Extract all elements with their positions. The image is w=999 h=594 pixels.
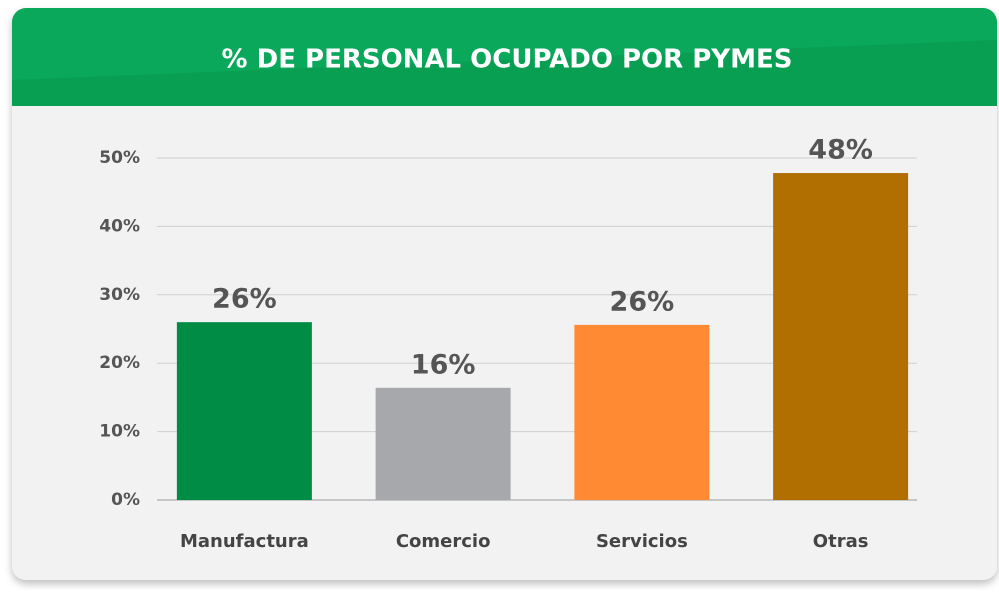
bar bbox=[375, 387, 511, 500]
y-tick-label: 40% bbox=[99, 216, 140, 236]
value-label: 26% bbox=[610, 286, 675, 317]
y-tick-label: 0% bbox=[111, 490, 140, 510]
x-tick-label: Comercio bbox=[396, 531, 491, 552]
bar bbox=[773, 173, 909, 500]
value-label: 48% bbox=[808, 135, 873, 166]
y-tick-label: 10% bbox=[99, 422, 140, 442]
x-tick-label: Manufactura bbox=[180, 531, 309, 552]
value-label: 16% bbox=[411, 349, 476, 380]
chart-title: % DE PERSONAL OCUPADO POR PYMES bbox=[222, 45, 793, 75]
y-tick-label: 20% bbox=[99, 353, 140, 373]
y-tick-label: 50% bbox=[99, 148, 140, 168]
value-label: 26% bbox=[212, 284, 277, 315]
y-tick-label: 30% bbox=[99, 285, 140, 305]
x-tick-label: Otras bbox=[813, 531, 869, 552]
bar bbox=[176, 322, 312, 500]
x-tick-label: Servicios bbox=[596, 531, 688, 552]
bar bbox=[574, 324, 710, 500]
header-shade bbox=[12, 40, 997, 106]
